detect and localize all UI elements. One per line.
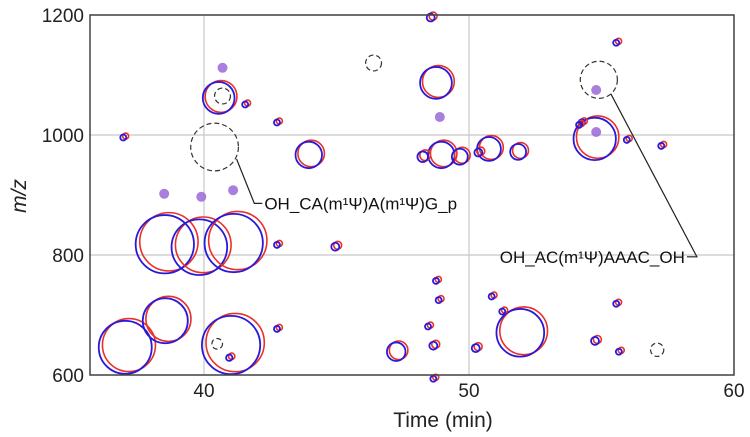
bubble-blue: [432, 277, 440, 285]
y-axis-label: m/z: [8, 179, 31, 213]
filled-marker: [591, 127, 602, 137]
bubble-blue: [612, 38, 621, 47]
annotation-label: OH_CA(m¹Ψ)A(m¹Ψ)G_p: [264, 194, 457, 213]
annotation-label: OH_AC(m¹Ψ)AAAC_OH: [500, 248, 685, 267]
bubble-blue: [416, 150, 429, 163]
bubble-blue: [203, 212, 264, 274]
dashed-circle: [213, 87, 232, 105]
bubble-blue: [170, 218, 229, 276]
bubble-red: [511, 141, 530, 160]
bubble-red: [101, 317, 157, 373]
bubble-blue: [330, 241, 341, 252]
bubble-blue: [495, 308, 546, 358]
bubble-blue: [225, 353, 234, 362]
bubble-blue: [473, 147, 484, 158]
filled-marker: [217, 62, 228, 73]
bubble-blue: [97, 319, 153, 375]
bubble-red: [421, 64, 456, 99]
bubble-blue: [425, 12, 436, 23]
bubble-blue: [590, 336, 600, 346]
filled-marker: [591, 85, 602, 95]
y-tick-label: 1000: [42, 126, 84, 147]
plot-frame: [89, 14, 735, 376]
bubble-red: [207, 210, 268, 271]
dashed-circle: [211, 337, 224, 350]
bubble-red: [499, 306, 549, 356]
dashed-circle: [365, 54, 383, 72]
data-points: [97, 11, 668, 383]
x-tick-label: 60: [723, 381, 744, 402]
bubble-red: [204, 79, 238, 114]
bubble-blue: [434, 296, 443, 305]
bubble-blue: [614, 347, 623, 356]
axis-ticks: 40 50 60 600 800 1000 1200: [42, 6, 745, 402]
bubble-blue: [612, 299, 621, 308]
bubble-blue: [134, 214, 195, 275]
y-tick-label: 600: [52, 366, 84, 387]
bubble-blue: [622, 136, 631, 144]
dashed-circle: [579, 60, 618, 99]
bubble-blue: [498, 307, 507, 316]
bubble-red: [138, 211, 199, 272]
y-tick-label: 800: [52, 246, 84, 267]
bubble-blue: [487, 292, 496, 301]
bubble-blue: [470, 343, 481, 353]
dashed-circle: [190, 122, 240, 172]
dashed-circle: [649, 342, 665, 358]
x-tick-label: 40: [193, 381, 214, 402]
annotation-leader: [610, 93, 698, 258]
bubble-blue: [294, 140, 323, 170]
bubble-blue: [273, 118, 281, 127]
bubble-blue: [575, 121, 583, 129]
bubble-red: [453, 146, 471, 165]
bubble-blue: [509, 143, 527, 161]
x-tick-label: 50: [458, 381, 479, 402]
y-tick-label: 1200: [42, 6, 84, 27]
bubble-blue: [141, 297, 189, 345]
annotations: OH_CA(m¹Ψ)A(m¹Ψ)G_p OH_AC(m¹Ψ)AAAC_OH: [236, 93, 698, 267]
bubble-blue: [386, 341, 407, 362]
bubble-red: [145, 295, 192, 343]
filled-marker: [228, 185, 239, 196]
filled-marker: [196, 191, 207, 202]
bubble-blue: [572, 116, 617, 161]
bubble-red: [388, 340, 409, 361]
bubble-blue: [450, 147, 469, 166]
bubble-red: [205, 312, 266, 373]
filled-marker: [434, 112, 445, 122]
annotation-leader: [236, 158, 263, 204]
bubble-blue: [424, 322, 432, 331]
bubble-blue: [201, 314, 262, 376]
bubble-red: [174, 216, 232, 274]
bubble-blue: [657, 142, 666, 150]
bubble-red: [297, 139, 326, 168]
bubble-blue: [428, 340, 439, 351]
bubble-blue: [241, 100, 250, 109]
bubble-blue: [273, 241, 281, 249]
bubble-blue: [419, 66, 453, 100]
bubble-red: [575, 115, 620, 160]
bubble-blue: [201, 81, 236, 115]
filled-marker: [159, 188, 170, 199]
x-axis-label: Time (min): [393, 409, 493, 432]
bubble-blue: [119, 133, 128, 142]
bubble-blue: [273, 325, 281, 333]
